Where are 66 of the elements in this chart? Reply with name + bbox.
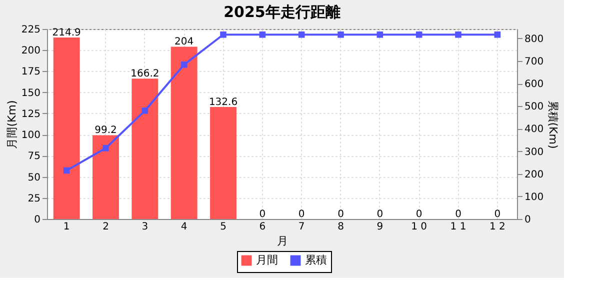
point [416,31,422,38]
data-label: 0 [259,209,266,220]
data-label: 204 [174,36,194,48]
y-tick-label: 125 [21,108,40,120]
bar [170,46,198,219]
x-tick-label: 3 [142,222,148,232]
y-tick-label: 200 [21,46,40,57]
y-tick-label: 50 [28,172,40,184]
x-tick-label: 9 [376,222,384,232]
y-tick-label: 25 [28,193,40,204]
y-tick-label: 100 [21,130,40,142]
y2-tick-label: 500 [524,102,544,113]
y2-tick-label: 0 [524,214,531,226]
x-tick-label: 1 1 [450,222,466,232]
y2-tick-label: 600 [524,79,544,90]
y2-tick-label: 700 [524,56,544,68]
y-tick-label: 75 [28,151,40,162]
bar [53,38,80,219]
x-axis-title: 月 [277,234,288,248]
point [102,144,109,152]
legend-label: 月間 [256,254,278,267]
x-tick-label: 6 [259,222,266,232]
x-tick-label: 1 2 [489,222,506,232]
bar [210,107,236,219]
x-tick-label: 7 [298,222,305,232]
data-label: 0 [298,209,305,220]
point [259,31,266,38]
data-label: 0 [416,209,422,220]
y2-tick-label: 100 [524,192,544,203]
x-tick-label: 2 [102,222,109,232]
data-label: 0 [376,209,384,220]
point [455,31,462,38]
y-axis-title: 月間(Km) [5,100,18,149]
y-tick-label: 0 [34,214,40,226]
y-tick-label: 150 [21,88,40,99]
x-tick-label: 1 0 [411,222,428,232]
y-tick-label: 175 [21,66,40,78]
x-tick-label: 1 [63,222,70,232]
point [338,31,344,38]
x-tick-label: 4 [180,222,188,232]
point [494,31,501,38]
y-tick-label: 225 [21,24,40,36]
chart-title: 2025年走行距離 [224,3,340,21]
x-tick-label: 8 [338,222,344,232]
data-label: 214.9 [52,28,81,39]
point [376,31,384,38]
data-label: 166.2 [130,68,160,80]
point [220,31,226,38]
point [180,61,188,68]
bar [92,135,119,219]
data-label: 99.2 [94,125,117,136]
y2-tick-label: 300 [524,146,544,158]
data-label: 0 [338,209,344,220]
point [298,31,305,38]
point [63,167,70,174]
data-label: 132.6 [208,97,238,108]
x-tick-label: 5 [220,222,226,232]
y2-axis-title: 累積(Km) [546,100,560,149]
y2-tick-label: 200 [524,169,544,180]
y2-tick-label: 400 [524,124,544,136]
point [142,108,148,114]
legend-label: 累積 [305,254,327,267]
data-label: 0 [494,209,501,220]
y2-tick-label: 800 [524,34,544,45]
data-label: 0 [455,209,462,220]
bar [132,78,158,219]
